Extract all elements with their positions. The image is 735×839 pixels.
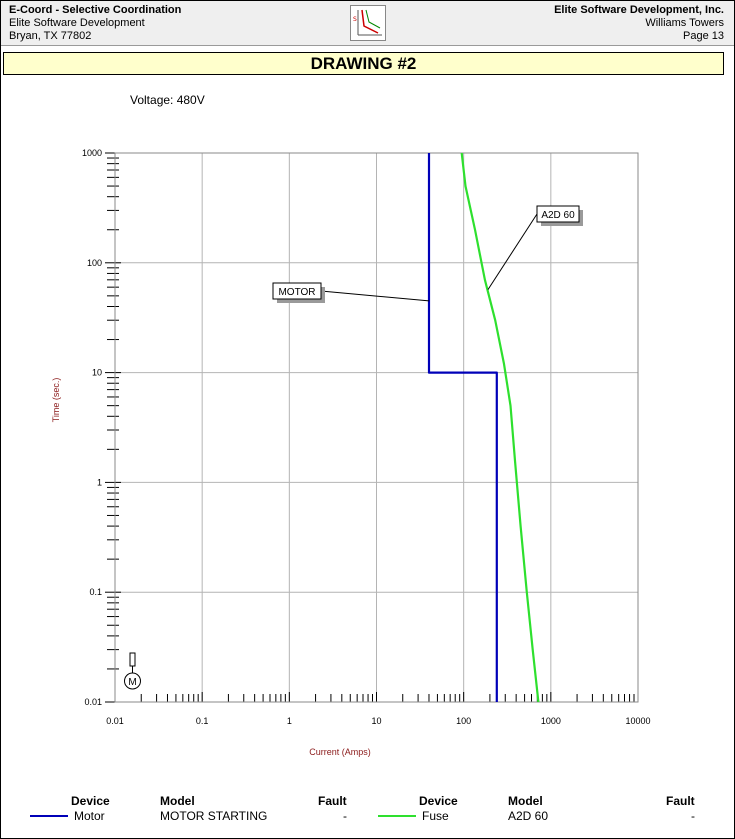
callout-leader (487, 213, 538, 290)
legend-header-model-2: Model (508, 794, 543, 808)
company-name: Elite Software Development (9, 17, 145, 29)
company-address: Bryan, TX 77802 (9, 30, 92, 42)
y-tick-label: 100 (87, 258, 102, 268)
callout-label: A2D 60 (541, 210, 575, 221)
legend-header-fault-2: Fault (666, 794, 695, 808)
x-tick-label: 1 (287, 716, 292, 726)
legend-swatch-fuse (378, 815, 416, 817)
legend-device-motor: Motor (74, 809, 105, 823)
x-tick-label: 0.01 (106, 716, 124, 726)
legend-header-model-1: Model (160, 794, 195, 808)
svg-text:S: S (353, 16, 357, 23)
legend-swatch-motor (30, 815, 68, 817)
legend-fault-motor: - (343, 809, 347, 823)
legend-model-motor: MOTOR STARTING (160, 809, 268, 823)
legend-header-device-1: Device (71, 794, 110, 808)
x-tick-label: 10 (371, 716, 381, 726)
y-tick-label: 0.01 (84, 697, 102, 707)
series-line-a2d-60 (460, 152, 540, 703)
app-title: E-Coord - Selective Coordination (9, 4, 182, 16)
legend-fault-fuse: - (691, 809, 695, 823)
callout-leader (320, 290, 430, 302)
y-tick-label: 10 (92, 368, 102, 378)
legend-header-fault-1: Fault (318, 794, 347, 808)
y-tick-label: 1 (97, 477, 102, 487)
legend-header-device-2: Device (419, 794, 458, 808)
legend-device-fuse: Fuse (422, 809, 449, 823)
motor-symbol-label: M (128, 677, 136, 688)
legend-model-fuse: A2D 60 (508, 809, 549, 823)
series-line-motor (427, 153, 498, 702)
y-tick-label: 1000 (82, 148, 102, 158)
y-tick-label: 0.1 (89, 587, 102, 597)
x-tick-label: 0.1 (196, 716, 209, 726)
drawing-title: DRAWING #2 (3, 52, 724, 75)
plot-area (114, 152, 639, 703)
project-name: Williams Towers (645, 17, 724, 29)
callout-box (536, 205, 580, 223)
motor-circle-icon (124, 672, 141, 690)
voltage-label: Voltage: 480V (130, 93, 205, 107)
x-axis-label: Current (Amps) (309, 747, 371, 757)
callout-label: MOTOR (278, 287, 315, 298)
x-tick-label: 100 (456, 716, 471, 726)
motor-symbol-icon (129, 652, 136, 667)
x-tick-label: 10000 (625, 716, 650, 726)
page-number: Page 13 (683, 30, 724, 42)
callout-box (272, 282, 322, 300)
x-tick-label: 1000 (541, 716, 561, 726)
ecoord-logo-icon: S (350, 5, 386, 41)
y-axis-label: Time (sec.) (51, 378, 61, 423)
report-header: E-Coord - Selective Coordination Elite S… (1, 1, 734, 46)
publisher-name: Elite Software Development, Inc. (554, 4, 724, 16)
